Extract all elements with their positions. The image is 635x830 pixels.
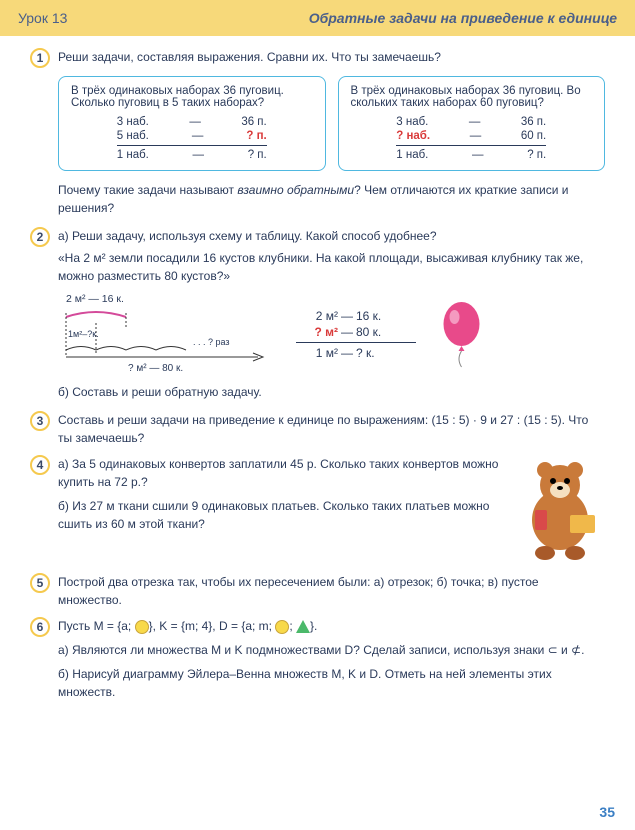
box-text: В трёх одинаковых наборах 36 пуговиц. Во… bbox=[351, 85, 593, 109]
svg-text:1м²–?к.: 1м²–?к. bbox=[68, 329, 99, 339]
task-badge: 3 bbox=[30, 411, 50, 431]
task2-body: а) Реши задачу, используя схему и таблиц… bbox=[58, 227, 605, 285]
circle-icon bbox=[275, 620, 289, 634]
task2-diagram-row: 2 м² — 16 к. 1м²–?к. . . . ? раз ? м² — … bbox=[58, 293, 605, 375]
lesson-number: Урок 13 bbox=[18, 10, 67, 26]
task-5: 5 Построй два отрезка так, чтобы их пере… bbox=[30, 573, 605, 609]
task1-box-a: В трёх одинаковых наборах 36 пуговиц. Ск… bbox=[58, 76, 326, 171]
task-4: 4 а) За 5 одинаковых конвертов заплатили… bbox=[30, 455, 605, 565]
task1-followup: Почему такие задачи называют взаимно обр… bbox=[58, 181, 605, 217]
bear-icon bbox=[515, 455, 605, 565]
svg-text:. . . ? раз: . . . ? раз bbox=[193, 337, 230, 347]
box-text: В трёх одинаковых наборах 36 пуговиц. Ск… bbox=[71, 85, 313, 109]
task2-b: б) Составь и реши обратную задачу. bbox=[58, 383, 605, 401]
task5-text: Построй два отрезка так, чтобы их пересе… bbox=[58, 573, 605, 609]
task-1: 1 Реши задачи, составляя выражения. Срав… bbox=[30, 48, 605, 68]
lesson-title: Обратные задачи на приведение к единице bbox=[309, 10, 617, 26]
task-2: 2 а) Реши задачу, используя схему и табл… bbox=[30, 227, 605, 285]
calc-table-b: 3 наб.—36 п. ? наб.—60 п. 1 наб.—? п. bbox=[396, 115, 546, 162]
task6-sets: Пусть M = {a; }, K = {m; 4}, D = {a; m; … bbox=[58, 617, 605, 635]
task-prompt: Реши задачи, составляя выражения. Сравни… bbox=[58, 48, 605, 66]
calc-table-a: 3 наб.—36 п. 5 наб.—? п. 1 наб.—? п. bbox=[117, 115, 267, 162]
task-badge: 5 bbox=[30, 573, 50, 593]
balloon-icon bbox=[434, 299, 489, 369]
triangle-icon bbox=[296, 620, 310, 633]
task3-text: Составь и реши задачи на приведение к ед… bbox=[58, 411, 605, 447]
task-badge: 6 bbox=[30, 617, 50, 637]
task6-a: а) Являются ли множества M и K подмножес… bbox=[58, 641, 605, 659]
circle-icon bbox=[135, 620, 149, 634]
task-badge: 4 bbox=[30, 455, 50, 475]
task6-b: б) Нарисуй диаграмму Эйлера–Венна множес… bbox=[58, 665, 605, 701]
task2-table: 2 м²—16 к. ? м²—80 к. 1 м²—? к. bbox=[296, 308, 416, 361]
task2-problem: «На 2 м² земли посадили 16 кустов клубни… bbox=[58, 249, 605, 285]
scheme-diagram: 2 м² — 16 к. 1м²–?к. . . . ? раз ? м² — … bbox=[58, 293, 278, 375]
task-badge: 2 bbox=[30, 227, 50, 247]
task1-box-b: В трёх одинаковых наборах 36 пуговиц. Во… bbox=[338, 76, 606, 171]
scheme-svg: 1м²–?к. . . . ? раз ? м² — 80 к. bbox=[58, 305, 278, 375]
task-6: 6 Пусть M = {a; }, K = {m; 4}, D = {a; m… bbox=[30, 617, 605, 701]
lesson-header: Урок 13 Обратные задачи на приведение к … bbox=[0, 0, 635, 36]
task-badge: 1 bbox=[30, 48, 50, 68]
page-number: 35 bbox=[599, 804, 615, 820]
svg-text:? м² — 80 к.: ? м² — 80 к. bbox=[128, 363, 183, 374]
task-3: 3 Составь и реши задачи на приведение к … bbox=[30, 411, 605, 447]
task6-body: Пусть M = {a; }, K = {m; 4}, D = {a; m; … bbox=[58, 617, 605, 701]
task4-body: а) За 5 одинаковых конвертов заплатили 4… bbox=[58, 455, 605, 565]
task2-a: а) Реши задачу, используя схему и таблиц… bbox=[58, 227, 605, 245]
task1-boxes: В трёх одинаковых наборах 36 пуговиц. Ск… bbox=[58, 76, 605, 171]
page-content: 1 Реши задачи, составляя выражения. Срав… bbox=[0, 36, 635, 701]
